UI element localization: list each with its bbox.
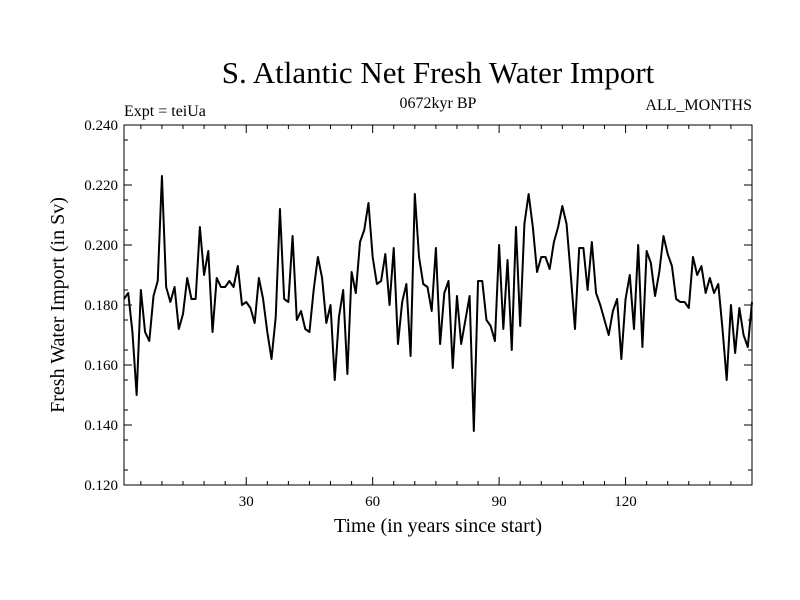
- subtitle-period: 0672kyr BP: [400, 95, 477, 112]
- y-tick-label: 0.140: [84, 418, 118, 434]
- y-tick-label: 0.240: [84, 118, 118, 134]
- x-axis-ticks: 30 60 90 120: [140, 125, 732, 510]
- fresh-water-import-series-line: [123, 175, 753, 432]
- y-axis-label: Fresh Water Import (in Sv): [47, 197, 69, 413]
- x-tick-label: 120: [614, 494, 637, 510]
- x-tick-label: 60: [365, 494, 380, 510]
- y-tick-label: 0.220: [84, 178, 118, 194]
- chart-title: S. Atlantic Net Fresh Water Import: [222, 55, 655, 90]
- subtitle-months: ALL_MONTHS: [645, 97, 752, 114]
- plot-frame: [123, 124, 753, 486]
- y-tick-label: 0.160: [84, 358, 118, 374]
- y-tick-label: 0.180: [84, 298, 118, 314]
- y-tick-label: 0.120: [84, 478, 118, 494]
- x-axis-label: Time (in years since start): [334, 515, 542, 537]
- x-tick-label: 90: [492, 494, 507, 510]
- subtitle-experiment: Expt = teiUa: [124, 103, 206, 120]
- y-tick-label: 0.200: [84, 238, 118, 254]
- x-tick-label: 30: [239, 494, 254, 510]
